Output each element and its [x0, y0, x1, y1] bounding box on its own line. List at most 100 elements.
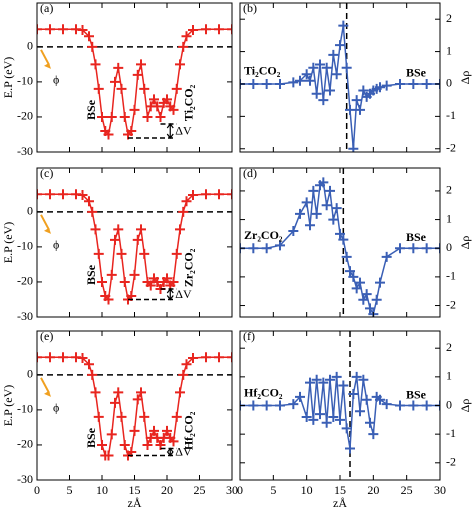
marker [328, 411, 339, 422]
x-tick-label: 30 [434, 483, 446, 497]
marker [308, 414, 319, 425]
data-line [240, 180, 440, 317]
marker [371, 294, 382, 305]
marker [331, 203, 342, 214]
marker [345, 266, 355, 277]
marker [58, 24, 68, 35]
delta-v-arrow [166, 122, 174, 139]
plot-frame [36, 330, 233, 481]
marker [90, 224, 101, 235]
marker [84, 31, 94, 42]
annotation: Ti₂CO₂ [182, 84, 196, 121]
marker [361, 289, 372, 300]
marker [178, 206, 189, 217]
phi-label: ϕ [53, 73, 59, 87]
plot-frame [36, 167, 233, 318]
marker [321, 62, 332, 73]
delta-v-label: ΔV [175, 124, 192, 138]
marker [331, 371, 342, 382]
marker [335, 228, 345, 239]
marker [136, 59, 146, 70]
marker [335, 414, 345, 425]
marker [348, 143, 359, 152]
marker [351, 95, 362, 106]
marker [381, 399, 392, 410]
x-tick-label: 30 [226, 483, 238, 497]
marker [375, 277, 385, 288]
y-axis-label: E.P (eV) [1, 385, 15, 427]
x-tick-label: 10 [96, 483, 108, 497]
annotation: BSe [84, 264, 98, 285]
marker [139, 83, 150, 94]
marker [188, 24, 198, 35]
marker [301, 411, 312, 422]
annotation: Ti₂CO₂ [244, 64, 281, 78]
marker [341, 251, 352, 262]
marker [97, 276, 107, 287]
marker [162, 425, 172, 436]
y-tick-label: 1 [446, 211, 452, 225]
marker [318, 177, 329, 188]
y-tick-label: -30 [17, 309, 33, 323]
marker [351, 371, 362, 382]
marker [171, 411, 182, 422]
panel-label: (c) [40, 166, 53, 180]
marker [248, 400, 259, 411]
marker [348, 389, 359, 400]
marker [116, 411, 127, 422]
marker [341, 62, 352, 73]
marker [45, 24, 55, 35]
marker [129, 269, 140, 280]
marker [348, 271, 359, 282]
y-tick-label: -20 [17, 109, 33, 123]
marker [145, 280, 156, 291]
annotation: BSe [406, 66, 427, 80]
marker [106, 429, 117, 440]
y-axis-label: E.P (eV) [1, 222, 15, 264]
marker [301, 69, 312, 80]
marker [421, 400, 432, 411]
y-tick-label: -1 [446, 269, 456, 283]
marker [119, 111, 130, 122]
marker [77, 189, 88, 200]
marker [308, 185, 319, 196]
marker [171, 83, 182, 94]
marker [421, 243, 432, 254]
annotation: Hf₂CO₂ [244, 385, 283, 399]
marker [365, 303, 375, 314]
marker [149, 425, 159, 436]
marker [175, 224, 185, 235]
marker [171, 248, 182, 259]
y-tick-label: -10 [17, 74, 33, 88]
marker [408, 78, 419, 89]
marker [201, 189, 211, 200]
delta-v-label: ΔV [175, 287, 192, 301]
x-tick-label: 5 [270, 483, 276, 497]
y-axis-label: Δρ [458, 236, 472, 250]
marker [181, 359, 192, 370]
marker [90, 59, 101, 70]
annotation: BSe [84, 427, 98, 448]
marker [321, 200, 332, 211]
data-line [37, 28, 232, 137]
marker [110, 234, 120, 245]
marker [142, 111, 153, 122]
marker [311, 374, 322, 385]
marker [275, 240, 285, 251]
annotation: BSe [406, 387, 427, 401]
phi-arrow-head [44, 227, 51, 234]
marker [162, 94, 172, 105]
panel-label: (d) [243, 166, 257, 180]
marker [149, 94, 159, 105]
y-tick-label: 2 [446, 11, 452, 25]
marker [315, 409, 325, 420]
marker [421, 78, 432, 89]
y-tick-label: 0 [27, 204, 33, 218]
marker [248, 243, 259, 254]
marker [119, 439, 130, 450]
y-tick-label: -20 [17, 274, 33, 288]
marker [84, 196, 94, 207]
marker [381, 251, 392, 262]
marker [181, 31, 192, 42]
marker [305, 377, 315, 388]
